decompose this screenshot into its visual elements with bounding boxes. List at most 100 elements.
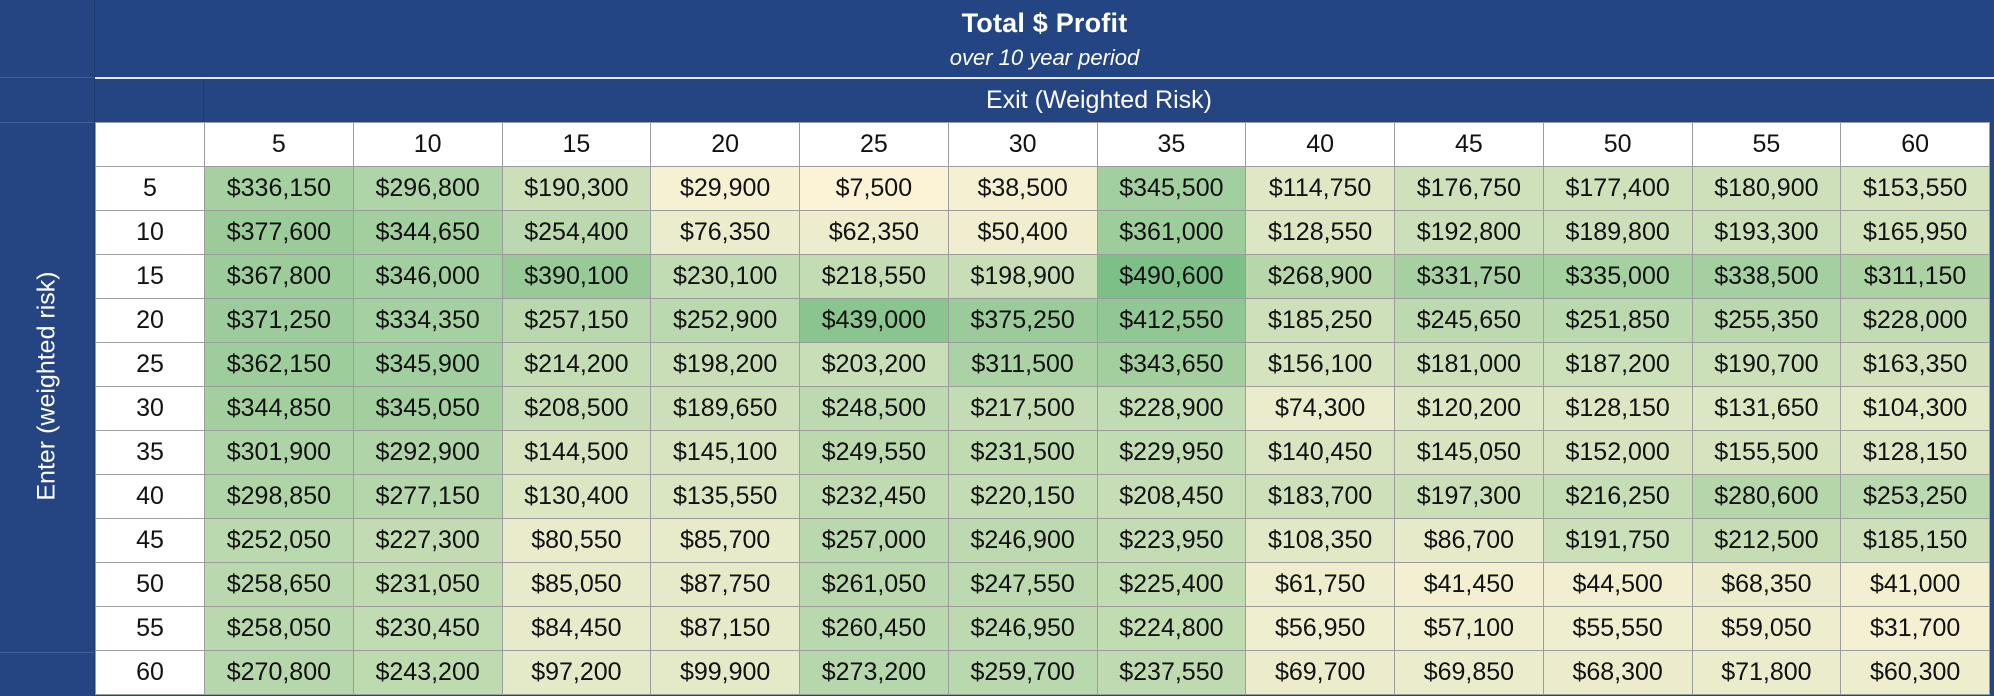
value-cell[interactable]: $189,800 [1542, 210, 1693, 255]
value-cell[interactable]: $228,900 [1096, 386, 1247, 431]
value-cell[interactable]: $87,750 [650, 562, 800, 607]
row-header-cell[interactable]: 5 [95, 166, 205, 211]
value-cell[interactable]: $145,100 [650, 430, 800, 475]
row-header-cell[interactable]: 50 [95, 562, 205, 607]
value-cell[interactable]: $245,650 [1394, 298, 1544, 343]
value-cell[interactable]: $155,500 [1691, 430, 1842, 475]
value-cell[interactable]: $29,900 [650, 166, 800, 211]
value-cell[interactable]: $187,200 [1542, 342, 1693, 387]
value-cell[interactable]: $197,300 [1394, 474, 1544, 519]
value-cell[interactable]: $59,050 [1691, 606, 1842, 651]
value-cell[interactable]: $273,200 [799, 650, 949, 695]
value-cell[interactable]: $231,050 [352, 562, 503, 607]
value-cell[interactable]: $104,300 [1840, 386, 1990, 431]
value-cell[interactable]: $212,500 [1691, 518, 1842, 563]
row-header-cell[interactable]: 30 [95, 386, 205, 431]
value-cell[interactable]: $135,550 [650, 474, 800, 519]
value-cell[interactable]: $246,950 [947, 606, 1098, 651]
value-cell[interactable]: $86,700 [1394, 518, 1544, 563]
value-cell[interactable]: $128,150 [1542, 386, 1693, 431]
value-cell[interactable]: $344,650 [352, 210, 503, 255]
value-cell[interactable]: $227,300 [352, 518, 503, 563]
value-cell[interactable]: $181,000 [1394, 342, 1544, 387]
value-cell[interactable]: $99,900 [650, 650, 800, 695]
value-cell[interactable]: $268,900 [1245, 254, 1395, 299]
value-cell[interactable]: $439,000 [799, 298, 949, 343]
value-cell[interactable]: $44,500 [1542, 562, 1693, 607]
value-cell[interactable]: $343,650 [1096, 342, 1247, 387]
value-cell[interactable]: $61,750 [1245, 562, 1395, 607]
value-cell[interactable]: $7,500 [799, 166, 949, 211]
value-cell[interactable]: $60,300 [1840, 650, 1990, 695]
value-cell[interactable]: $311,150 [1840, 254, 1990, 299]
value-cell[interactable]: $367,800 [204, 254, 354, 299]
row-header-cell[interactable]: 45 [95, 518, 205, 563]
value-cell[interactable]: $344,850 [204, 386, 354, 431]
value-cell[interactable]: $185,150 [1840, 518, 1990, 563]
value-cell[interactable]: $224,800 [1096, 606, 1247, 651]
value-cell[interactable]: $249,550 [799, 430, 949, 475]
value-cell[interactable]: $84,450 [501, 606, 652, 651]
row-header-cell[interactable]: 60 [95, 650, 205, 695]
value-cell[interactable]: $335,000 [1542, 254, 1693, 299]
value-cell[interactable]: $331,750 [1394, 254, 1544, 299]
value-cell[interactable]: $338,500 [1691, 254, 1842, 299]
value-cell[interactable]: $192,800 [1394, 210, 1544, 255]
value-cell[interactable]: $277,150 [352, 474, 503, 519]
value-cell[interactable]: $74,300 [1245, 386, 1395, 431]
value-cell[interactable]: $208,450 [1096, 474, 1247, 519]
value-cell[interactable]: $296,800 [352, 166, 503, 211]
row-header-cell[interactable]: 20 [95, 298, 205, 343]
value-cell[interactable]: $177,400 [1542, 166, 1693, 211]
value-cell[interactable]: $292,900 [352, 430, 503, 475]
value-cell[interactable]: $217,500 [947, 386, 1098, 431]
column-header-cell[interactable]: 60 [1840, 122, 1990, 167]
column-header-cell[interactable]: 45 [1394, 122, 1544, 167]
value-cell[interactable]: $190,300 [501, 166, 652, 211]
value-cell[interactable]: $390,100 [501, 254, 652, 299]
value-cell[interactable]: $41,450 [1394, 562, 1544, 607]
row-header-cell[interactable]: 35 [95, 430, 205, 475]
value-cell[interactable]: $31,700 [1840, 606, 1990, 651]
column-header-cell[interactable]: 5 [204, 122, 354, 167]
value-cell[interactable]: $198,200 [650, 342, 800, 387]
value-cell[interactable]: $223,950 [1096, 518, 1247, 563]
value-cell[interactable]: $50,400 [947, 210, 1098, 255]
value-cell[interactable]: $230,100 [650, 254, 800, 299]
value-cell[interactable]: $144,500 [501, 430, 652, 475]
value-cell[interactable]: $280,600 [1691, 474, 1842, 519]
value-cell[interactable]: $270,800 [204, 650, 354, 695]
value-cell[interactable]: $153,550 [1840, 166, 1990, 211]
value-cell[interactable]: $261,050 [799, 562, 949, 607]
value-cell[interactable]: $68,350 [1691, 562, 1842, 607]
value-cell[interactable]: $62,350 [799, 210, 949, 255]
column-header-cell[interactable]: 40 [1245, 122, 1395, 167]
value-cell[interactable]: $371,250 [204, 298, 354, 343]
value-cell[interactable]: $237,550 [1096, 650, 1247, 695]
value-cell[interactable]: $76,350 [650, 210, 800, 255]
value-cell[interactable]: $198,900 [947, 254, 1098, 299]
value-cell[interactable]: $128,550 [1245, 210, 1395, 255]
value-cell[interactable]: $231,500 [947, 430, 1098, 475]
value-cell[interactable]: $114,750 [1245, 166, 1395, 211]
value-cell[interactable]: $69,700 [1245, 650, 1395, 695]
value-cell[interactable]: $97,200 [501, 650, 652, 695]
value-cell[interactable]: $69,850 [1394, 650, 1544, 695]
value-cell[interactable]: $257,000 [799, 518, 949, 563]
column-header-cell[interactable]: 20 [650, 122, 800, 167]
value-cell[interactable]: $218,550 [799, 254, 949, 299]
value-cell[interactable]: $248,500 [799, 386, 949, 431]
value-cell[interactable]: $252,900 [650, 298, 800, 343]
value-cell[interactable]: $246,900 [947, 518, 1098, 563]
value-cell[interactable]: $38,500 [947, 166, 1098, 211]
value-cell[interactable]: $229,950 [1096, 430, 1247, 475]
value-cell[interactable]: $71,800 [1691, 650, 1842, 695]
value-cell[interactable]: $258,050 [204, 606, 354, 651]
value-cell[interactable]: $190,700 [1691, 342, 1842, 387]
value-cell[interactable]: $68,300 [1542, 650, 1693, 695]
value-cell[interactable]: $120,200 [1394, 386, 1544, 431]
value-cell[interactable]: $260,450 [799, 606, 949, 651]
value-cell[interactable]: $216,250 [1542, 474, 1693, 519]
value-cell[interactable]: $251,850 [1542, 298, 1693, 343]
column-header-cell[interactable]: 25 [799, 122, 949, 167]
